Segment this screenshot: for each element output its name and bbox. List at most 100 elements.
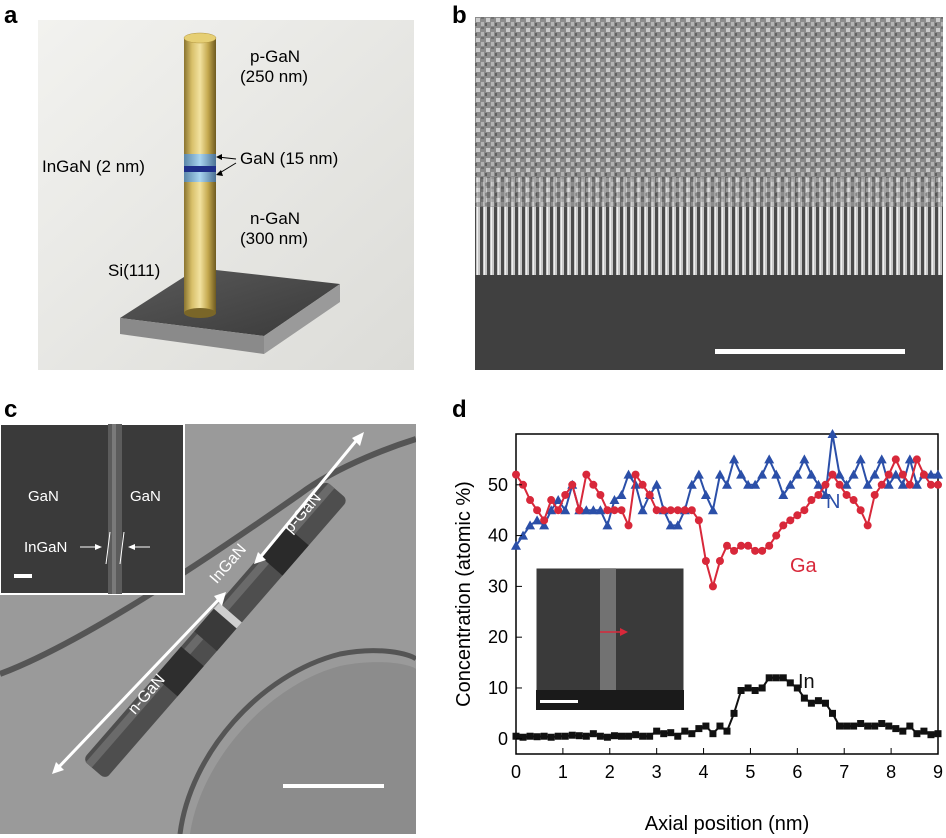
data-point-in: [702, 722, 710, 730]
label-p-gan: p-GaN: [250, 47, 300, 66]
data-point-n: [714, 469, 725, 479]
x-tick-label: 9: [933, 762, 943, 782]
data-point-in: [653, 727, 661, 735]
inset-boundary-left: [105, 531, 111, 565]
x-tick-label: 4: [699, 762, 709, 782]
data-point-ga: [610, 506, 619, 515]
panel-a-schematic: p-GaN (250 nm) GaN (15 nm) InGaN (2 nm) …: [38, 20, 414, 370]
data-point-in: [814, 697, 822, 705]
data-point-in: [934, 730, 942, 738]
data-point-ga: [554, 506, 563, 515]
data-point-in: [618, 732, 625, 740]
inset-label-ingan: InGaN: [24, 539, 67, 556]
data-point-n: [700, 489, 711, 499]
y-tick-label: 40: [488, 526, 508, 546]
data-point-ga: [730, 546, 739, 555]
data-point-ga: [926, 480, 935, 489]
x-tick-label: 5: [745, 762, 755, 782]
data-point-n: [609, 495, 620, 505]
series-label-in: In: [798, 671, 815, 693]
x-tick-label: 1: [558, 762, 568, 782]
label-ingan: InGaN (2 nm): [42, 157, 145, 176]
data-point-n: [897, 479, 908, 489]
data-point-ga: [849, 496, 858, 505]
data-point-n: [616, 489, 627, 499]
data-point-ga: [758, 546, 767, 555]
label-n-gan: n-GaN: [250, 209, 300, 228]
inset-red-arrow-head: [620, 628, 628, 636]
data-point-ga: [779, 521, 788, 530]
data-point-in: [547, 733, 555, 741]
data-point-n: [581, 505, 592, 515]
label-p-gan-thickness: (250 nm): [240, 67, 308, 86]
inset-scale-bar: [14, 574, 32, 578]
data-point-ga: [575, 506, 584, 515]
data-point-in: [906, 722, 914, 730]
data-point-ga: [645, 490, 654, 499]
y-tick-label: 50: [488, 475, 508, 495]
data-point-in: [793, 684, 801, 692]
data-point-ga: [680, 506, 689, 515]
y-tick-label: 0: [498, 729, 508, 749]
y-tick-label: 20: [488, 627, 508, 647]
panel-d-chart: 0 1 2 3 4 5 6 7 8 9 0 10 20 30 40 50 Axial position (nm…: [440, 420, 946, 838]
data-point-in: [927, 731, 935, 739]
data-point-n: [736, 469, 747, 479]
data-point-ga: [814, 490, 823, 499]
data-point-ga: [723, 541, 731, 550]
data-point-ga: [589, 480, 598, 489]
data-point-n: [532, 515, 543, 525]
data-point-in: [913, 730, 921, 738]
data-point-in: [758, 684, 766, 692]
data-point-n: [588, 505, 599, 515]
data-point-n: [933, 469, 943, 479]
data-point-n: [904, 454, 915, 464]
data-point-in: [582, 732, 590, 740]
label-substrate: Si(111): [108, 261, 160, 280]
data-point-ga: [786, 516, 795, 525]
data-point-ga: [793, 511, 802, 520]
data-point-in: [730, 709, 738, 717]
data-point-ga: [673, 506, 682, 515]
tem-inset: GaN GaN InGaN: [0, 424, 185, 595]
data-point-ga: [617, 506, 626, 515]
data-point-n: [757, 469, 768, 479]
chart-inset-scale-bar: [540, 700, 578, 703]
x-axis-label: Axial position (nm): [645, 813, 810, 835]
data-point-in: [829, 709, 836, 717]
data-point-in: [892, 725, 900, 733]
tem-film-edge-1: [0, 436, 416, 677]
label-n-gan-thickness: (300 nm): [240, 229, 308, 248]
data-point-ga: [912, 455, 921, 464]
sem-image: [475, 17, 943, 370]
panel-letter-a: a: [4, 2, 18, 29]
y-tick-label: 10: [488, 678, 508, 698]
data-point-ga: [624, 521, 633, 530]
inset-label-gan-right: GaN: [130, 488, 161, 505]
data-point-in: [575, 732, 583, 740]
y-axis-label: Concentration (atomic %): [453, 481, 475, 707]
y-tick-label: 30: [488, 576, 508, 596]
substrate-top: [120, 268, 340, 336]
data-point-ga: [659, 506, 668, 515]
panel-letter-b: b: [452, 2, 467, 29]
data-point-in: [836, 722, 844, 730]
data-point-ga: [737, 541, 746, 550]
data-point-n: [722, 479, 732, 489]
data-point-ga: [694, 516, 703, 525]
arrow-p-gan: [256, 435, 362, 561]
tem-image: p-GaN InGaN n-GaN GaN GaN InGaN: [0, 424, 416, 834]
inset-arrow-left-head: [95, 544, 102, 550]
data-point-ga: [884, 470, 893, 479]
tem-film-region: [190, 662, 416, 834]
data-point-n: [595, 505, 606, 515]
data-point-n: [799, 454, 810, 464]
data-point-ga: [870, 490, 879, 499]
data-point-in: [568, 731, 576, 739]
data-point-n: [806, 469, 817, 479]
data-point-ga: [638, 480, 647, 489]
data-point-n: [539, 520, 550, 530]
data-point-ga: [744, 541, 753, 550]
data-point-in: [885, 722, 893, 730]
data-point-n: [750, 479, 761, 489]
